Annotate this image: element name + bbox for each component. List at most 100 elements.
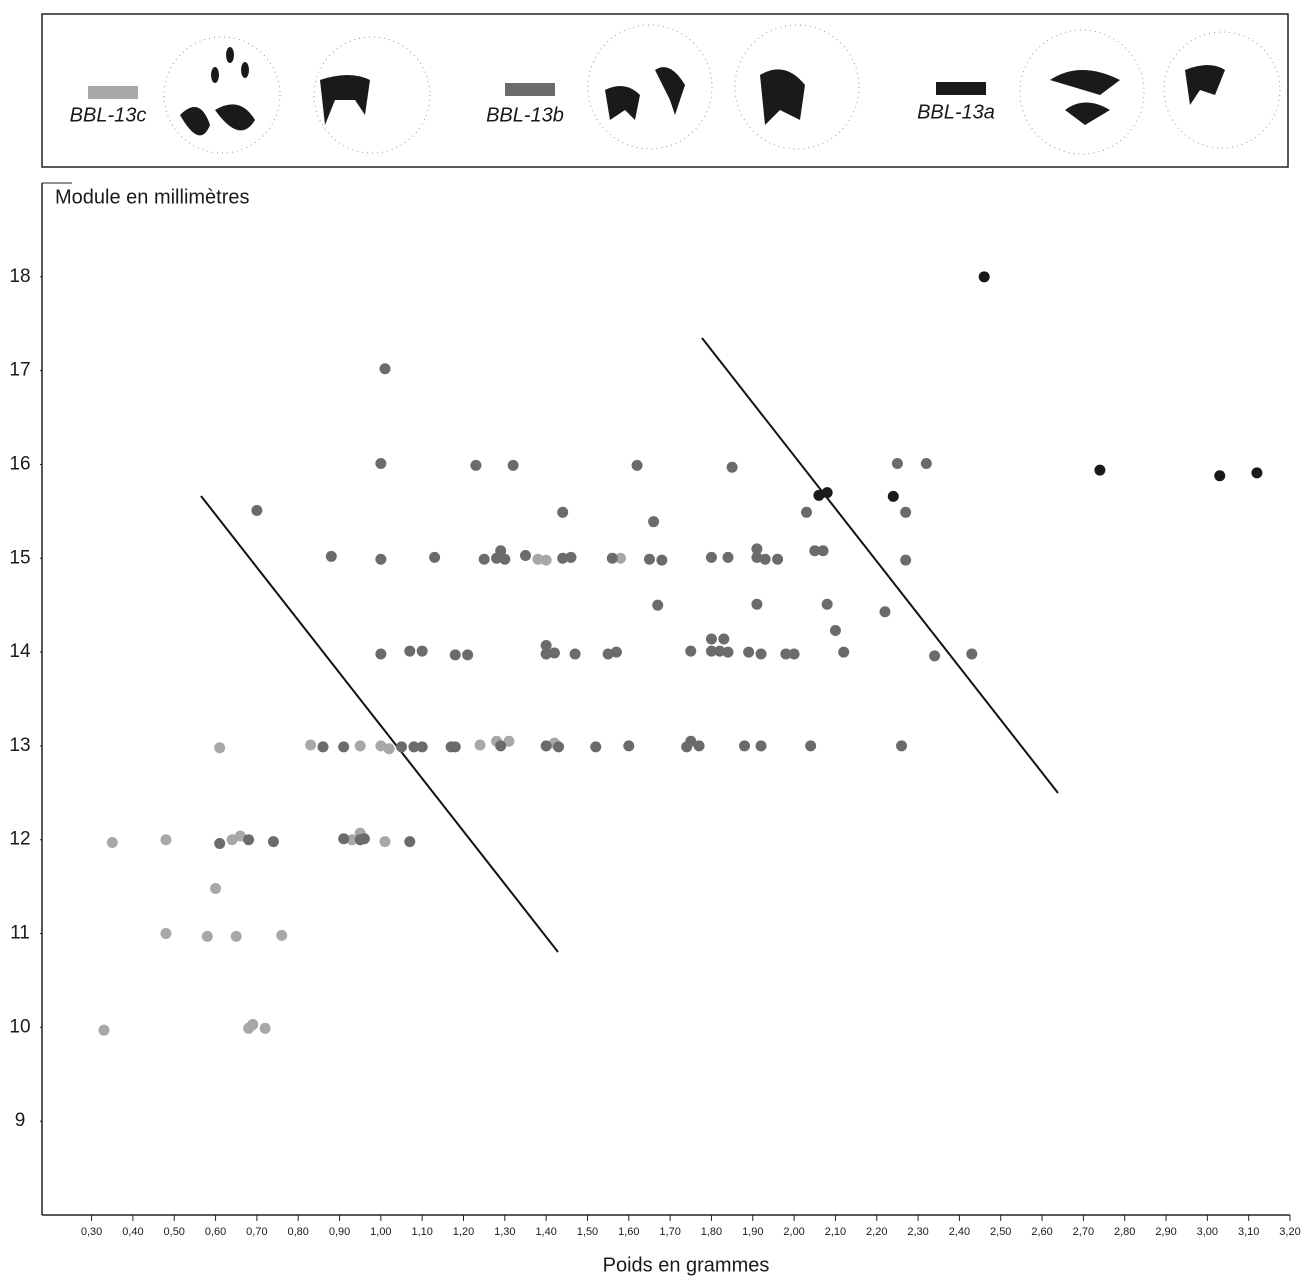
data-point <box>772 553 784 565</box>
data-point <box>276 929 288 941</box>
data-point <box>652 599 664 611</box>
legend-label: BBL-13b <box>486 104 564 126</box>
data-point <box>623 740 635 752</box>
legend-label: BBL-13c <box>70 104 147 126</box>
data-point <box>540 554 552 566</box>
data-point <box>383 743 395 755</box>
data-point <box>408 741 420 753</box>
y-tick-label: 17 <box>9 360 30 381</box>
y-tick-label: 16 <box>9 453 30 474</box>
legend-figures <box>180 47 1225 136</box>
data-point <box>887 490 899 502</box>
x-tick-label: 1,80 <box>701 1226 722 1238</box>
data-point <box>920 458 932 470</box>
data-point <box>201 930 213 942</box>
data-point <box>978 271 990 283</box>
data-point <box>813 489 825 501</box>
data-point <box>565 551 577 563</box>
x-tick-label: 3,10 <box>1238 1226 1259 1238</box>
data-point <box>739 740 751 752</box>
y-axis-title: Module en millimètres <box>55 186 250 208</box>
data-point <box>805 740 817 752</box>
data-point <box>259 1022 271 1034</box>
data-point <box>404 836 416 848</box>
y-tick-label: 15 <box>9 547 30 568</box>
data-point <box>548 647 560 659</box>
data-point <box>210 883 222 895</box>
x-tick-label: 1,30 <box>494 1226 515 1238</box>
data-point <box>317 741 329 753</box>
y-tick-label: 18 <box>9 266 30 287</box>
data-point <box>338 741 350 753</box>
data-point <box>610 646 622 658</box>
y-tick-label: 10 <box>9 1016 30 1037</box>
x-tick-label: 2,70 <box>1073 1226 1094 1238</box>
data-point <box>519 549 531 561</box>
data-point <box>404 645 416 657</box>
x-tick-label: 1,60 <box>618 1226 639 1238</box>
x-tick-label: 0,50 <box>164 1226 185 1238</box>
x-tick-label: 2,60 <box>1031 1226 1052 1238</box>
x-tick-label: 1,40 <box>535 1226 556 1238</box>
x-tick-label: 1,50 <box>577 1226 598 1238</box>
data-point <box>449 741 461 753</box>
legend-label: BBL-13a <box>917 101 995 123</box>
data-point <box>809 545 821 557</box>
x-tick-label: 0,40 <box>122 1226 143 1238</box>
data-point <box>379 836 391 848</box>
data-point <box>557 552 569 564</box>
data-point <box>615 552 627 564</box>
data-point <box>379 363 391 375</box>
data-point <box>606 552 618 564</box>
x-tick-label: 1,10 <box>411 1226 432 1238</box>
y-tick-label: 14 <box>9 641 31 662</box>
data-point <box>106 837 118 849</box>
data-point <box>780 648 792 660</box>
data-point <box>751 598 763 610</box>
data-point <box>553 741 565 753</box>
data-point <box>602 648 614 660</box>
data-point <box>230 930 242 942</box>
x-tick-label: 0,30 <box>81 1226 102 1238</box>
data-point <box>1214 470 1226 482</box>
data-point <box>98 1024 110 1036</box>
data-point <box>685 645 697 657</box>
data-point <box>449 649 461 661</box>
x-tick-label: 0,80 <box>288 1226 309 1238</box>
data-point <box>569 648 581 660</box>
data-point <box>499 553 511 565</box>
data-point <box>643 553 655 565</box>
data-point <box>1094 464 1106 476</box>
data-point <box>495 740 507 752</box>
data-point <box>821 598 833 610</box>
data-point <box>590 741 602 753</box>
data-point <box>788 648 800 660</box>
data-point <box>214 837 226 849</box>
data-point <box>226 834 238 846</box>
data-point <box>557 506 569 518</box>
data-point <box>503 735 515 747</box>
data-point <box>693 740 705 752</box>
x-tick-label: 2,40 <box>949 1226 970 1238</box>
data-point <box>705 551 717 563</box>
data-point <box>929 650 941 662</box>
data-point <box>801 506 813 518</box>
data-point <box>267 836 279 848</box>
divider-line <box>200 495 559 953</box>
data-point <box>358 833 370 845</box>
data-point <box>755 740 767 752</box>
data-point <box>354 740 366 752</box>
data-point <box>540 640 552 652</box>
data-point <box>891 458 903 470</box>
data-point <box>416 645 428 657</box>
data-point <box>685 735 697 747</box>
data-point <box>900 506 912 518</box>
data-point <box>247 1019 259 1031</box>
data-point <box>743 646 755 658</box>
x-tick-label: 3,20 <box>1279 1226 1300 1238</box>
x-tick-label: 1,20 <box>453 1226 474 1238</box>
divider-line <box>701 337 1059 794</box>
data-point <box>656 554 668 566</box>
